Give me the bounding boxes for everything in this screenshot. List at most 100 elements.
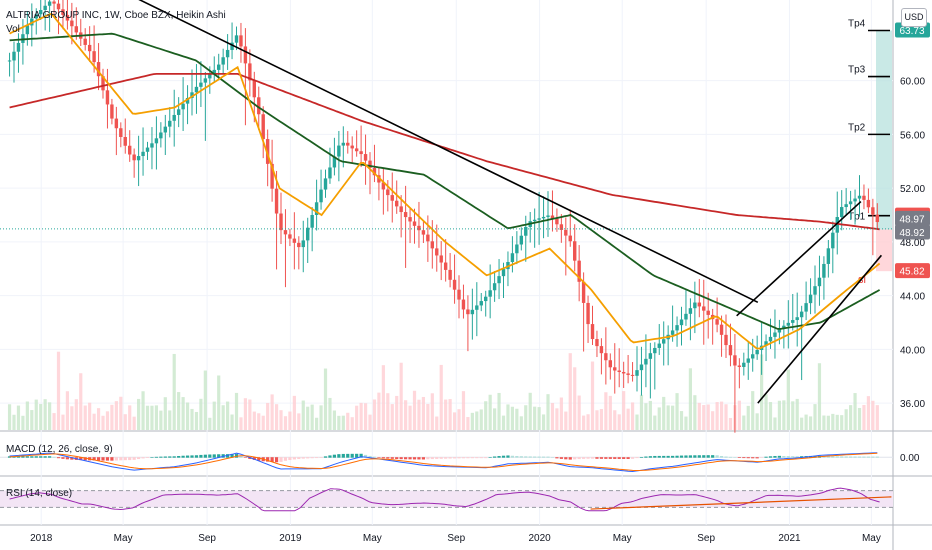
- volume-bar: [172, 353, 176, 430]
- candle-body: [270, 163, 274, 189]
- candle-body: [430, 241, 435, 249]
- candle-body: [835, 217, 839, 233]
- macd-histogram-bar: [359, 453, 363, 458]
- volume-bar: [7, 404, 12, 430]
- volume-bar: [599, 409, 604, 430]
- macd-histogram-bar: [266, 457, 270, 462]
- candle-body: [337, 145, 341, 157]
- volume-bar: [239, 417, 243, 430]
- macd-histogram-bar: [639, 456, 644, 458]
- price-label: 63.73: [899, 26, 924, 37]
- volume-bar: [319, 405, 323, 430]
- macd-histogram-bar: [43, 456, 47, 458]
- macd-histogram-bar: [791, 456, 795, 458]
- volume-bar: [452, 412, 457, 430]
- volume-bar: [372, 399, 377, 430]
- candle-body: [34, 14, 38, 19]
- chart-title: ALTRIA GROUP INC, 1W, Cboe BZX, Heikin A…: [6, 10, 226, 21]
- candle-body: [470, 309, 475, 315]
- macd-histogram-bar: [381, 457, 385, 459]
- candle-body: [808, 294, 813, 304]
- macd-histogram-bar: [457, 457, 461, 459]
- candle-body: [742, 362, 746, 367]
- macd-histogram-bar: [137, 457, 141, 460]
- candle-body: [70, 20, 74, 27]
- macd-histogram-bar: [319, 457, 323, 458]
- volume-bar: [844, 409, 848, 430]
- volume-bar: [226, 401, 230, 430]
- macd-histogram-bar: [684, 455, 688, 458]
- macd-histogram-bar: [217, 454, 221, 458]
- candle-body: [212, 69, 216, 75]
- volume-bar: [604, 392, 608, 430]
- candle-body: [74, 26, 79, 33]
- volume-bar: [261, 415, 265, 430]
- macd-histogram-bar: [613, 457, 617, 459]
- candle-body: [132, 154, 136, 161]
- candle-body: [639, 364, 644, 371]
- candle-body: [751, 354, 755, 359]
- candle-body: [110, 104, 114, 119]
- candle-body: [719, 324, 724, 335]
- candle-body: [123, 136, 127, 146]
- macd-histogram-bar: [653, 455, 657, 458]
- price-tick-label: 60.00: [900, 77, 925, 88]
- candle-body: [395, 200, 399, 207]
- volume-bar: [715, 402, 719, 430]
- candle-body: [83, 38, 87, 45]
- macd-histogram-bar: [800, 456, 804, 458]
- macd-histogram-bar: [849, 456, 853, 458]
- volume-bar: [537, 407, 541, 430]
- candle-body: [408, 217, 412, 222]
- volume-bar: [501, 415, 506, 430]
- macd-histogram-bar: [470, 457, 474, 459]
- candle-body: [154, 138, 159, 144]
- candle-body: [617, 370, 621, 372]
- volume-bar: [346, 412, 350, 430]
- candle-body: [328, 167, 332, 179]
- macd-histogram-bar: [546, 456, 550, 458]
- volume-bar: [679, 411, 684, 430]
- macd-histogram-bar: [48, 456, 52, 458]
- macd-histogram-bar: [506, 455, 510, 458]
- macd-histogram-bar: [368, 455, 372, 458]
- volume-bar: [79, 373, 83, 430]
- candle-body: [225, 49, 230, 58]
- macd-histogram-bar: [871, 456, 875, 458]
- volume-bar: [497, 392, 501, 430]
- candle-body: [372, 167, 377, 176]
- volume-bar: [412, 390, 417, 430]
- macd-histogram-bar: [840, 456, 844, 458]
- candle-body: [799, 311, 804, 318]
- macd-histogram-bar: [119, 457, 123, 461]
- price-label-bg: [895, 263, 930, 279]
- candle-body: [96, 62, 101, 77]
- volume-bar: [586, 414, 590, 430]
- candle-body: [644, 358, 648, 365]
- macd-histogram-bar: [154, 456, 159, 458]
- volume-bar: [822, 415, 826, 430]
- candle-body: [737, 365, 742, 367]
- macd-histogram-bar: [159, 456, 163, 458]
- candle-body: [92, 51, 96, 63]
- price-tick-label: 52.00: [900, 184, 925, 195]
- macd-histogram-bar: [430, 457, 434, 460]
- macd-histogram-bar: [550, 457, 555, 458]
- currency-button[interactable]: USD: [901, 8, 927, 27]
- time-tick-label: 2019: [279, 533, 302, 544]
- volume-bar: [230, 414, 234, 430]
- macd-histogram-bar: [323, 456, 328, 458]
- candle-body: [541, 216, 546, 219]
- volume-bar: [622, 391, 626, 430]
- candle-body: [12, 51, 16, 61]
- volume-bar: [590, 361, 595, 430]
- volume-bar: [288, 411, 292, 430]
- volume-bar: [533, 406, 537, 430]
- macd-histogram-bar: [555, 457, 559, 459]
- volume-bar: [283, 416, 288, 430]
- macd-histogram-bar: [644, 456, 648, 458]
- stop-zone: [876, 229, 892, 272]
- macd-histogram-bar: [568, 457, 572, 460]
- candle-body: [857, 195, 862, 199]
